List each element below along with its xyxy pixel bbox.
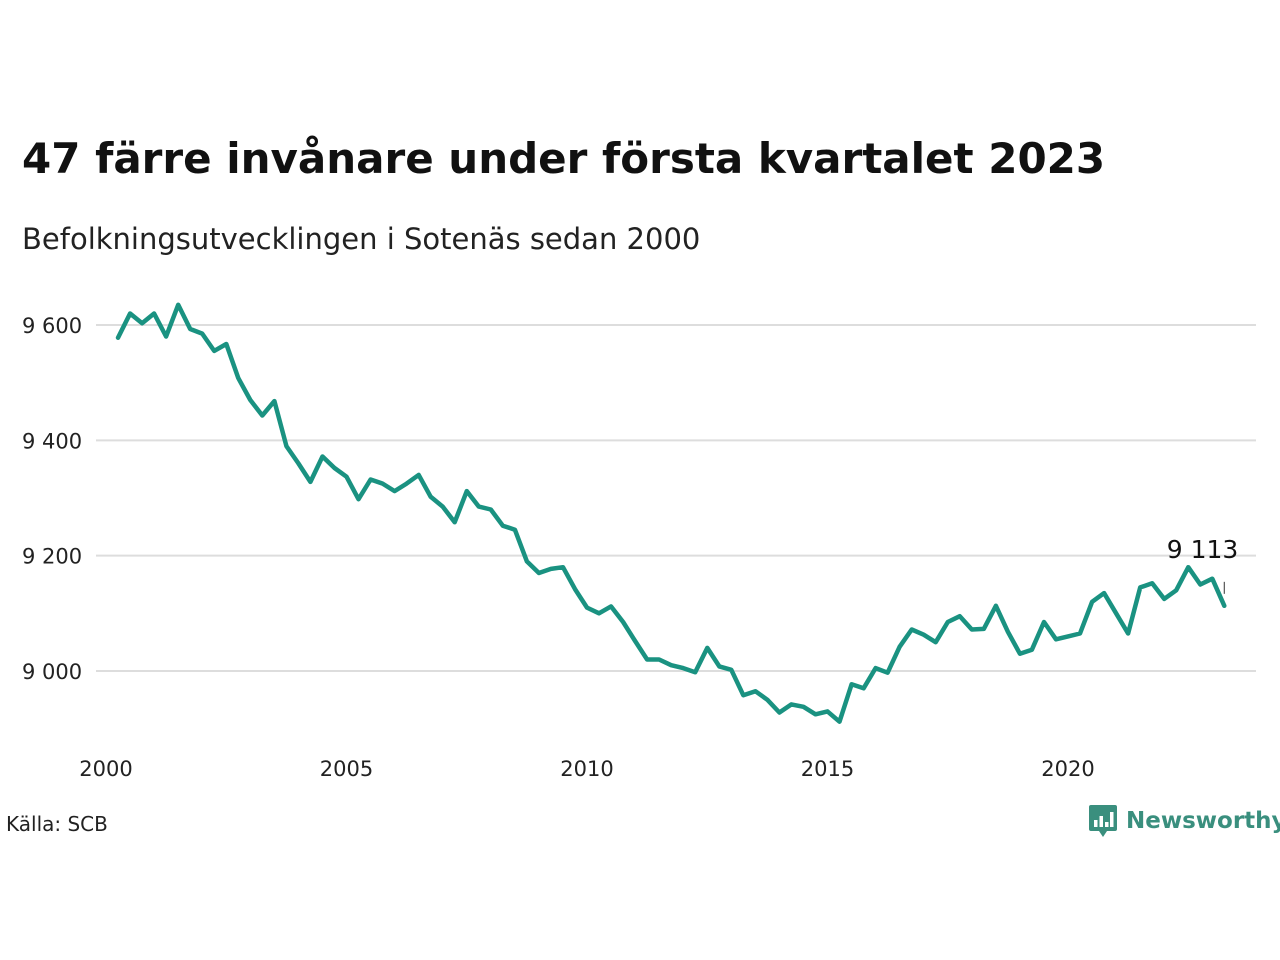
x-tick-label: 2020 xyxy=(1041,757,1094,781)
newsworthy-logo-icon xyxy=(1089,805,1117,837)
x-axis: 2000 2005 2010 2015 2020 xyxy=(79,757,1094,781)
end-value-label: 9 113 xyxy=(1167,535,1239,564)
chart-subtitle: Befolkningsutvecklingen i Sotenäs sedan … xyxy=(22,222,701,256)
series-layer xyxy=(115,302,1227,724)
y-tick-label: 9 600 xyxy=(22,314,82,338)
x-tick-label: 2015 xyxy=(801,757,854,781)
population-line xyxy=(115,302,1227,724)
chart-title: 47 färre invånare under första kvartalet… xyxy=(22,134,1106,183)
y-tick-label: 9 400 xyxy=(22,429,82,453)
x-tick-label: 2010 xyxy=(560,757,613,781)
grid-lines xyxy=(96,324,1256,672)
y-axis: 9 000 9 200 9 400 9 600 xyxy=(22,314,82,684)
x-tick-label: 2005 xyxy=(320,757,373,781)
x-tick-label: 2000 xyxy=(79,757,132,781)
y-tick-label: 9 000 xyxy=(22,660,82,684)
y-tick-label: 9 200 xyxy=(22,545,82,569)
brand-name: Newsworthy xyxy=(1126,808,1280,834)
annotation-layer: 9 113 xyxy=(1167,535,1239,594)
brand-logo[interactable]: Newsworthy xyxy=(1088,804,1280,838)
source-note: Källa: SCB xyxy=(6,812,108,836)
